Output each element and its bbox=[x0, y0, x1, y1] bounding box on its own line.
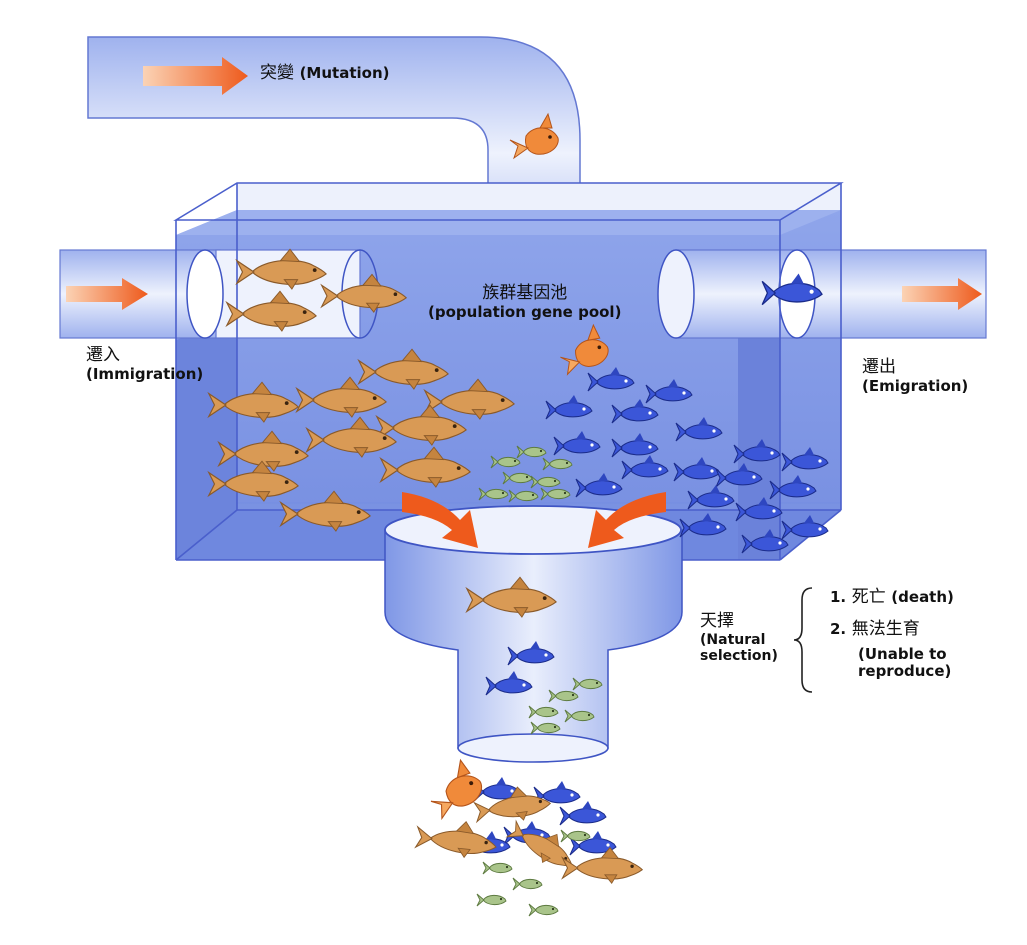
emigration-arrow bbox=[902, 278, 982, 310]
outcome-death-en: (death) bbox=[891, 588, 954, 606]
gene-pool-label-zh: 族群基因池 bbox=[482, 283, 568, 303]
natural-selection-label-zh: 天擇 bbox=[700, 611, 734, 631]
blue-fish bbox=[559, 800, 607, 826]
natural-selection-label: 天擇 (Natural selection) bbox=[700, 611, 778, 664]
outcome-death-number: 1. bbox=[830, 588, 847, 606]
outcome-infertile: 2. 無法生育 bbox=[830, 619, 920, 640]
green-fish bbox=[476, 893, 507, 907]
removed-fish-pile bbox=[414, 755, 643, 917]
selection-arrow-left bbox=[402, 492, 478, 548]
green-fish bbox=[512, 877, 543, 891]
outcome-infertile-zh: 無法生育 bbox=[851, 619, 920, 639]
outcome-infertile-number: 2. bbox=[830, 620, 847, 638]
green-fish bbox=[528, 903, 559, 917]
mutation-arrow bbox=[143, 57, 248, 95]
outcome-death: 1. 死亡 (death) bbox=[830, 587, 954, 608]
immigration-label-en: (Immigration) bbox=[86, 364, 204, 383]
natural-selection-label-en-1: (Natural bbox=[700, 631, 766, 648]
outcomes-bracket bbox=[793, 587, 813, 693]
immigration-label-zh: 遷入 bbox=[86, 345, 120, 365]
gene-pool-label-en: (population gene pool) bbox=[428, 302, 622, 321]
mutation-label-en: (Mutation) bbox=[299, 64, 390, 82]
outcome-infertile-en-1: (Unable to bbox=[858, 645, 947, 663]
emigration-label-zh: 遷出 bbox=[862, 357, 896, 377]
green-fish bbox=[482, 861, 513, 875]
mutation-label-zh: 突變 bbox=[260, 63, 294, 83]
immigration-arrow bbox=[66, 278, 148, 310]
outcome-infertile-en-2: reproduce) bbox=[858, 662, 952, 681]
outcome-infertile-en: (Unable to reproduce) bbox=[858, 645, 952, 681]
gene-pool-tank bbox=[176, 182, 842, 560]
gene-pool-label: 族群基因池 (population gene pool) bbox=[428, 283, 622, 321]
selection-arrow-right bbox=[588, 492, 666, 548]
emigration-label: 遷出 (Emigration) bbox=[862, 357, 969, 395]
mutation-label: 突變 (Mutation) bbox=[260, 63, 390, 84]
emigration-label-en: (Emigration) bbox=[862, 376, 969, 395]
mutant-goldfish bbox=[420, 755, 489, 821]
orange-fish bbox=[414, 816, 499, 862]
natural-selection-label-en-2: selection) bbox=[700, 647, 778, 664]
outcome-death-zh: 死亡 bbox=[851, 587, 886, 607]
immigration-label: 遷入 (Immigration) bbox=[86, 345, 204, 383]
